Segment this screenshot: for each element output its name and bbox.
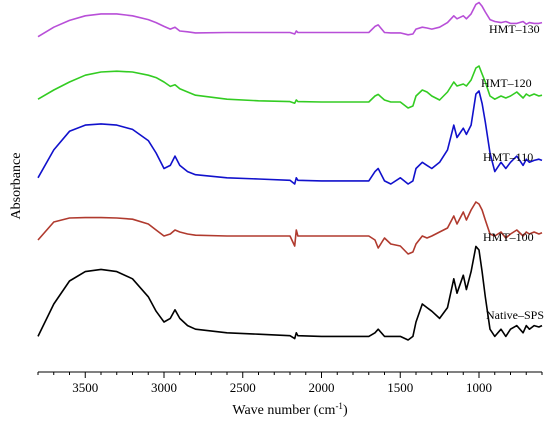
x-axis-label: Wave number (cm-1)	[232, 401, 348, 418]
series-group	[37, 1, 543, 341]
series-line-2	[37, 90, 543, 185]
x-axis-label-sup: -1	[335, 401, 343, 411]
series-line-0	[37, 1, 543, 38]
x-tick-label: 2500	[230, 380, 256, 395]
series-line-4	[37, 245, 543, 341]
y-axis-label: Absorbance	[9, 153, 24, 220]
x-tick-label: 2000	[309, 380, 335, 395]
x-tick-label: 1000	[466, 380, 492, 395]
series-labels: HMT–130 HMT–120 HMT–110 HMT–100 Native–SPS	[481, 22, 544, 322]
x-tick-label: 3000	[151, 380, 177, 395]
x-tick-label: 3500	[72, 380, 98, 395]
x-axis-label-main: Wave number (cm	[232, 403, 335, 418]
series-label-4: Native–SPS	[486, 308, 544, 322]
x-axis-label-end: )	[343, 403, 348, 418]
series-line-1	[37, 65, 543, 109]
series-line-3	[37, 201, 543, 255]
series-label-0: HMT–130	[489, 22, 540, 36]
x-axis: 3500 3000 2500 2000 1500 1000	[37, 371, 543, 395]
series-label-1: HMT–120	[481, 76, 532, 90]
series-label-2: HMT–110	[483, 150, 533, 164]
series-label-3: HMT–100	[483, 230, 534, 244]
x-tick-label: 1500	[387, 380, 413, 395]
